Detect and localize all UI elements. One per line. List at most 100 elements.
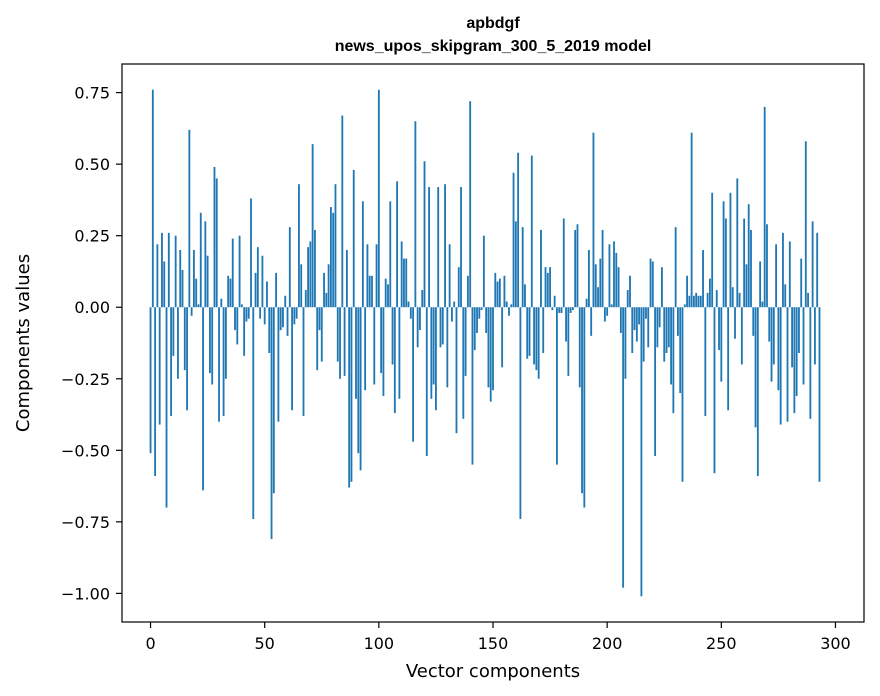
bar-35 xyxy=(229,278,232,308)
bar-116 xyxy=(414,121,417,308)
bar-140 xyxy=(469,101,472,308)
bar-165 xyxy=(526,307,529,359)
bar-49 xyxy=(261,255,264,308)
bar-231 xyxy=(677,307,679,336)
bar-161 xyxy=(517,152,520,308)
bar-286 xyxy=(802,307,805,385)
bar-172 xyxy=(542,307,545,354)
bar-25 xyxy=(206,255,209,308)
bar-103 xyxy=(384,278,387,308)
bar-260 xyxy=(743,218,746,308)
bar-288 xyxy=(807,292,809,308)
bar-285 xyxy=(800,258,803,308)
bar-216 xyxy=(642,307,645,362)
bar-264 xyxy=(752,307,755,336)
x-tick-label: 200 xyxy=(592,634,623,653)
bar-213 xyxy=(635,307,638,342)
bar-75 xyxy=(320,307,323,362)
bar-139 xyxy=(466,275,469,308)
chart-title: apbdgf xyxy=(466,15,520,32)
bar-91 xyxy=(357,307,360,454)
bar-135 xyxy=(457,267,460,308)
bar-211 xyxy=(631,307,634,354)
bar-20 xyxy=(195,278,198,308)
bar-63 xyxy=(293,307,296,325)
bar-24 xyxy=(204,221,207,308)
bar-109 xyxy=(398,307,401,399)
x-tick-label: 50 xyxy=(255,634,275,653)
bar-284 xyxy=(798,307,800,354)
bar-87 xyxy=(348,307,351,488)
bar-130 xyxy=(446,307,449,388)
bar-155 xyxy=(503,275,506,308)
bar-217 xyxy=(645,307,647,319)
bar-16 xyxy=(186,307,188,411)
bar-9 xyxy=(170,307,172,416)
bar-203 xyxy=(613,241,615,308)
bar-270 xyxy=(766,224,768,308)
bar-80 xyxy=(332,212,335,308)
bar-226 xyxy=(665,307,668,354)
bar-45 xyxy=(252,307,255,519)
bar-225 xyxy=(663,307,666,362)
bar-227 xyxy=(667,307,670,348)
bar-266 xyxy=(756,307,759,477)
y-axis-label: Components values xyxy=(13,254,34,432)
bar-67 xyxy=(302,307,305,416)
bar-271 xyxy=(768,307,771,342)
bar-141 xyxy=(471,307,474,465)
bar-106 xyxy=(391,307,394,365)
bar-202 xyxy=(610,304,613,308)
bar-125 xyxy=(435,307,437,411)
bar-70 xyxy=(309,241,312,308)
bar-47 xyxy=(256,247,259,308)
bar-102 xyxy=(382,307,385,396)
bar-113 xyxy=(407,301,410,308)
bar-166 xyxy=(528,307,531,356)
bar-199 xyxy=(603,307,606,322)
bar-0 xyxy=(149,307,152,454)
bar-71 xyxy=(311,144,314,308)
y-tick-label: −1.00 xyxy=(61,584,110,603)
y-tick-label: −0.75 xyxy=(61,513,110,532)
bar-230 xyxy=(674,227,677,308)
bar-157 xyxy=(508,307,510,316)
bar-64 xyxy=(295,307,298,319)
bar-83 xyxy=(339,307,341,379)
bar-111 xyxy=(403,258,405,308)
bar-187 xyxy=(576,224,579,308)
bar-262 xyxy=(747,204,750,308)
bar-46 xyxy=(254,272,257,308)
bar-207 xyxy=(622,307,625,588)
bar-121 xyxy=(425,307,428,457)
bar-258 xyxy=(738,292,741,308)
bar-228 xyxy=(670,307,672,385)
bar-233 xyxy=(681,307,684,482)
bar-174 xyxy=(546,272,549,308)
bar-237 xyxy=(690,132,693,308)
bar-120 xyxy=(423,161,426,308)
bar-246 xyxy=(711,192,714,308)
bar-60 xyxy=(286,307,289,336)
y-tick-label: 0.50 xyxy=(74,155,110,174)
bar-185 xyxy=(571,307,574,311)
bar-1 xyxy=(151,89,154,308)
bar-127 xyxy=(439,307,442,348)
bar-279 xyxy=(786,307,789,422)
bar-164 xyxy=(524,284,526,308)
bar-218 xyxy=(647,307,650,348)
bar-88 xyxy=(350,307,353,482)
bar-223 xyxy=(658,307,661,328)
bar-232 xyxy=(679,307,682,394)
bar-8 xyxy=(167,232,170,308)
bar-23 xyxy=(202,307,204,491)
bar-196 xyxy=(597,287,599,308)
bar-248 xyxy=(715,290,718,308)
bar-242 xyxy=(702,250,704,308)
bar-159 xyxy=(512,172,515,308)
bar-131 xyxy=(448,244,451,308)
bar-267 xyxy=(759,261,762,308)
bar-252 xyxy=(724,218,727,308)
bar-220 xyxy=(651,261,654,308)
